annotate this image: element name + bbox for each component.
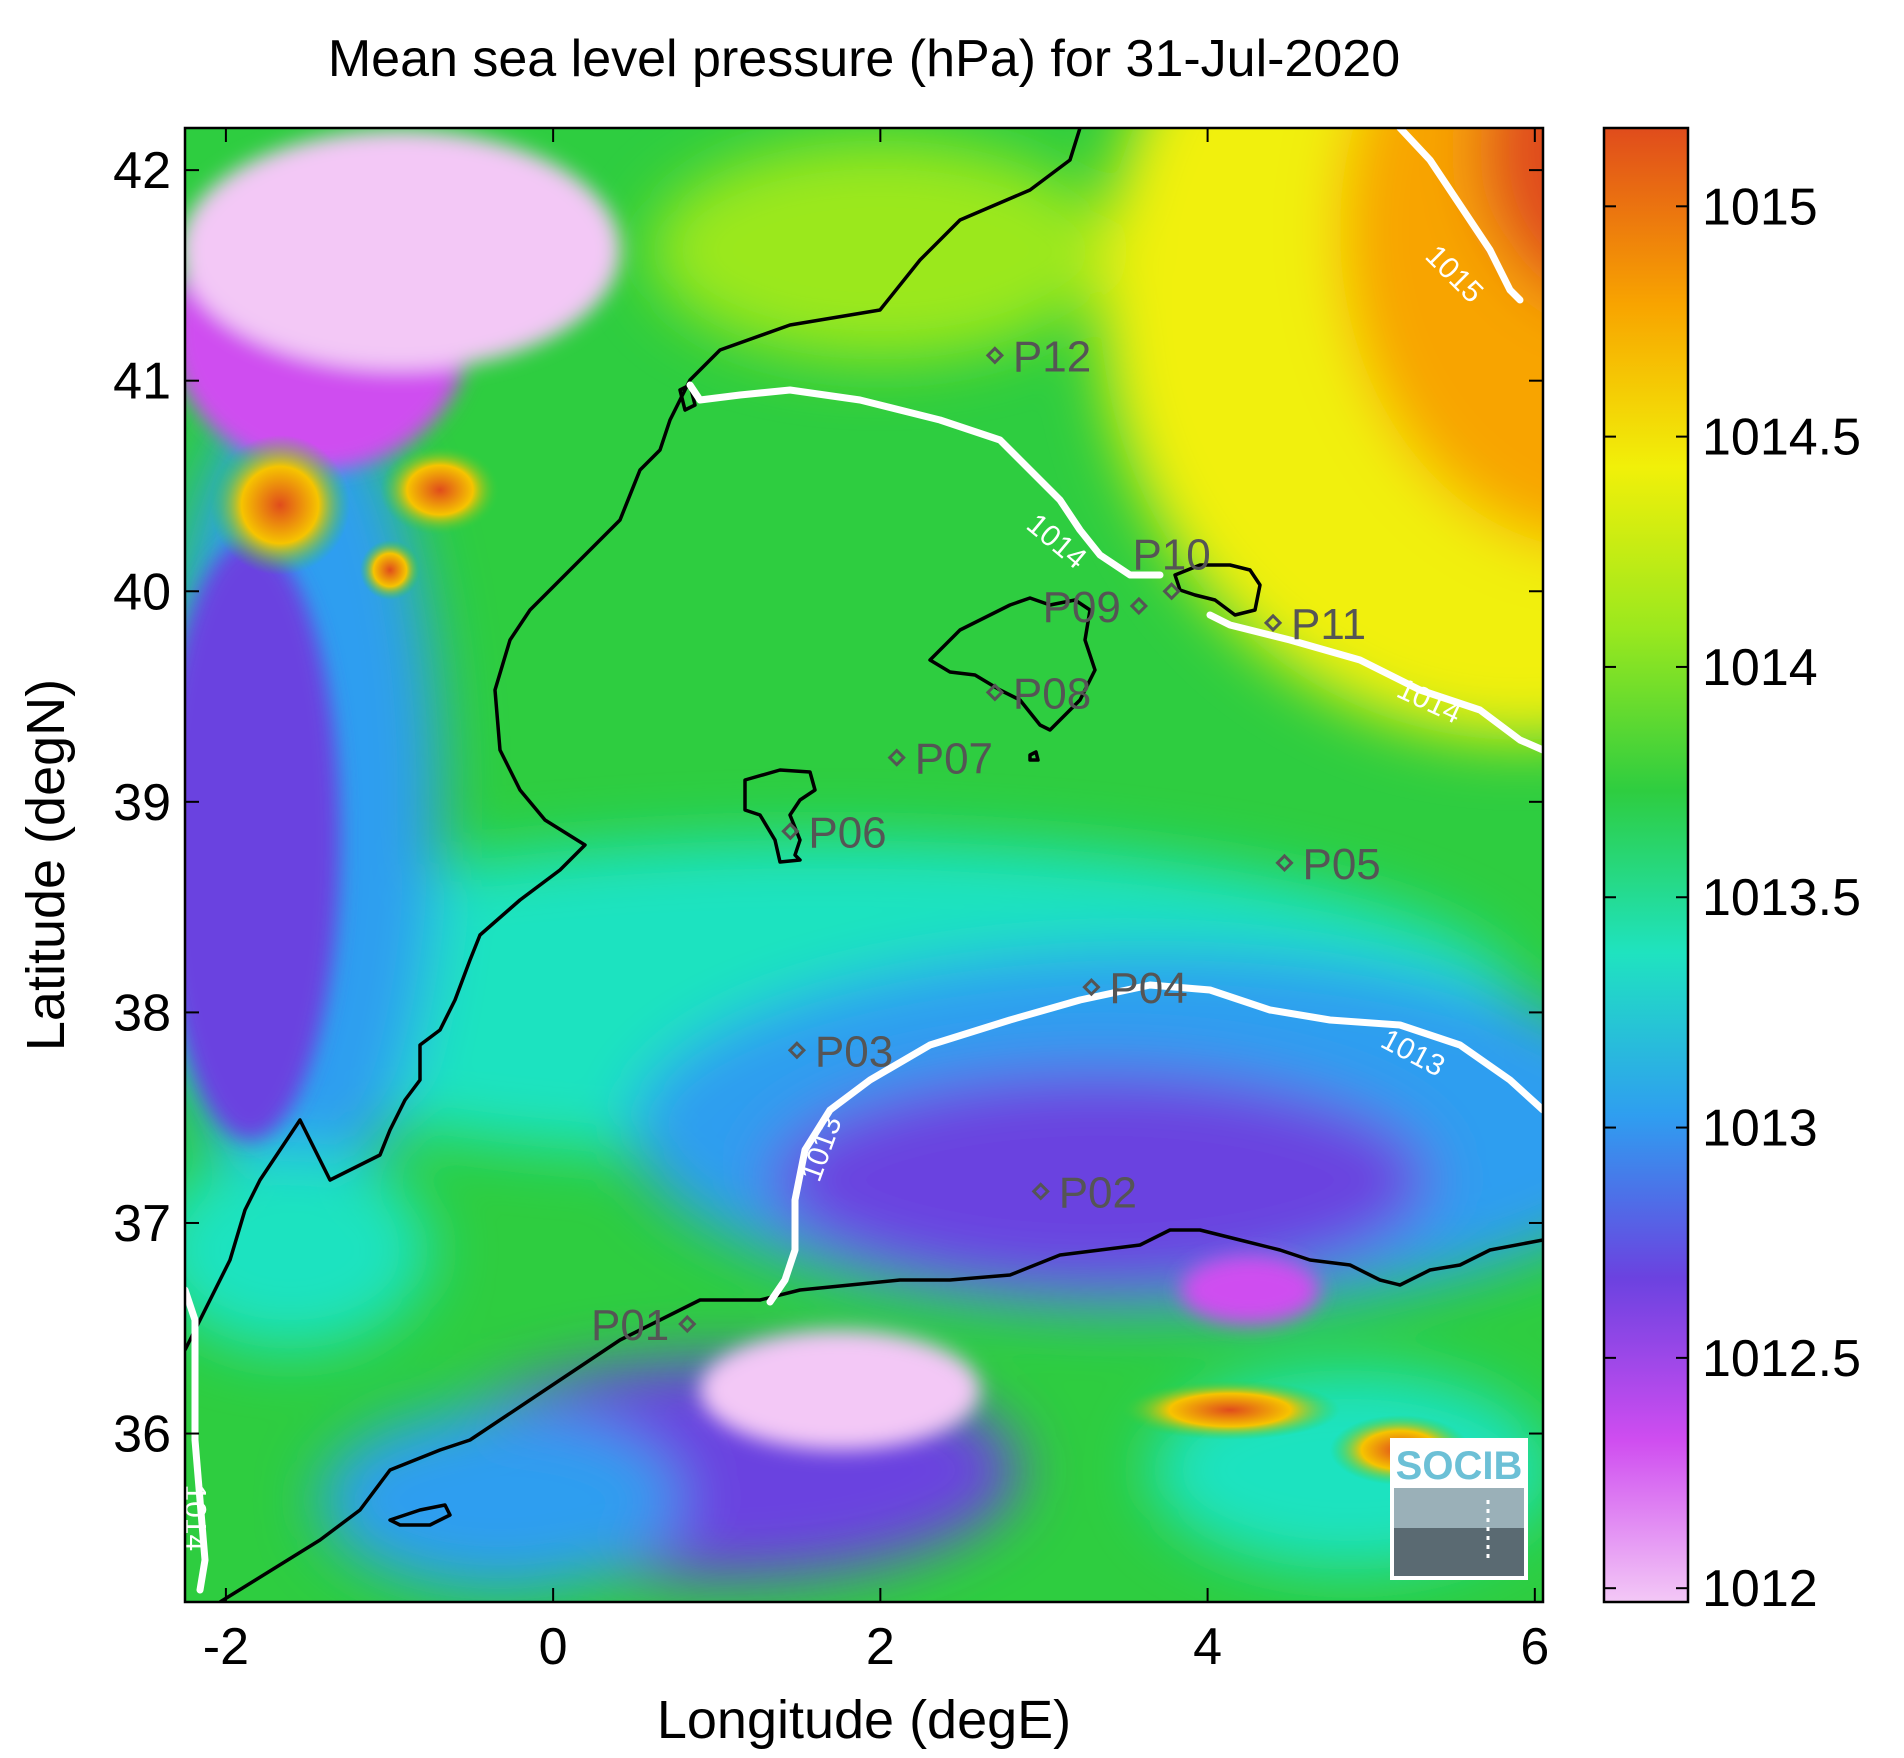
y-axis-label: Latitude (degN)	[16, 679, 76, 1051]
station-point: P03	[787, 1027, 893, 1076]
colorbar-tick-label: 1013	[1702, 1100, 1818, 1158]
x-axis-label: Longitude (degE)	[657, 1690, 1071, 1750]
station-point: P10	[1132, 530, 1211, 601]
coastlines	[185, 128, 1543, 1602]
station-point: P07	[887, 735, 993, 784]
socib-logo: SOCIB	[1390, 1438, 1528, 1580]
station-point: P05	[1275, 840, 1381, 889]
colorbar-tick-label: 1015	[1702, 178, 1818, 236]
station-marker	[1129, 596, 1148, 616]
station-label: P09	[1043, 583, 1121, 632]
station-point: P06	[781, 808, 887, 857]
map-title: Mean sea level pressure (hPa) for 31-Jul…	[328, 30, 1400, 88]
colorbar-tick-label: 1014.5	[1702, 409, 1861, 467]
station-label: P01	[591, 1301, 669, 1350]
station-marker	[985, 346, 1005, 365]
colorbar-tick-label: 1013.5	[1702, 869, 1861, 927]
colorbar-ticks: 1012 1012.5 1013 1013.5 1014 1014.5 1015	[1604, 178, 1861, 1618]
station-marker	[781, 822, 800, 841]
station-label: P04	[1109, 964, 1187, 1013]
colorbar-tick-label: 1014	[1702, 639, 1818, 697]
isobars	[185, 128, 1543, 1594]
station-point: P11	[1263, 600, 1366, 649]
y-axis-ticks: 36 37 38 39 40 41 42	[113, 142, 1543, 1464]
station-label: P06	[808, 808, 886, 857]
station-marker	[985, 683, 1005, 702]
station-label: P07	[915, 735, 993, 784]
station-label: P11	[1291, 600, 1366, 649]
station-point: P09	[1043, 583, 1148, 632]
y-tick-label: 40	[113, 563, 171, 621]
station-label: P08	[1013, 669, 1091, 718]
station-point: P02	[1031, 1168, 1137, 1217]
plot-frame	[183, 126, 1545, 1604]
x-tick-label: 6	[1520, 1618, 1549, 1676]
colorbar-tick-label: 1012	[1702, 1560, 1818, 1618]
pressure-field	[185, 128, 1543, 1602]
y-tick-label: 42	[113, 142, 171, 200]
y-tick-label: 41	[113, 353, 171, 411]
y-tick-label: 36	[113, 1406, 171, 1464]
station-marker	[1082, 978, 1101, 997]
station-label: P12	[1013, 332, 1091, 381]
station-label: P02	[1059, 1168, 1137, 1217]
x-tick-label: -2	[203, 1618, 249, 1676]
colorbar-tick-label: 1012.5	[1702, 1330, 1861, 1388]
station-point: P12	[985, 332, 1091, 381]
station-marker	[1031, 1182, 1050, 1201]
isobar-label: 1014	[178, 1484, 211, 1551]
station-marker	[787, 1041, 807, 1060]
station-marker	[1263, 613, 1283, 632]
station-label: P03	[815, 1027, 893, 1076]
y-tick-label: 39	[113, 774, 171, 832]
colorbar-gradient	[1602, 126, 1690, 1604]
station-point: P04	[1082, 964, 1188, 1013]
station-marker	[887, 748, 906, 767]
station-label: P10	[1132, 530, 1210, 579]
station-marker	[1275, 853, 1294, 873]
socib-logo-text: SOCIB	[1396, 1444, 1523, 1488]
station-marker	[1162, 582, 1181, 601]
station-point: P01	[591, 1301, 697, 1350]
x-tick-label: 0	[539, 1618, 568, 1676]
station-label: P05	[1302, 840, 1380, 889]
station-marker	[678, 1314, 697, 1334]
x-axis-ticks: -2 0 2 4 6	[203, 128, 1549, 1676]
station-point: P08	[985, 669, 1091, 718]
y-tick-label: 37	[113, 1195, 171, 1253]
x-tick-label: 2	[866, 1618, 895, 1676]
y-tick-label: 38	[113, 984, 171, 1042]
colorbar: 1012 1012.5 1013 1013.5 1014 1014.5 1015	[1602, 126, 1861, 1618]
x-tick-label: 4	[1193, 1618, 1222, 1676]
